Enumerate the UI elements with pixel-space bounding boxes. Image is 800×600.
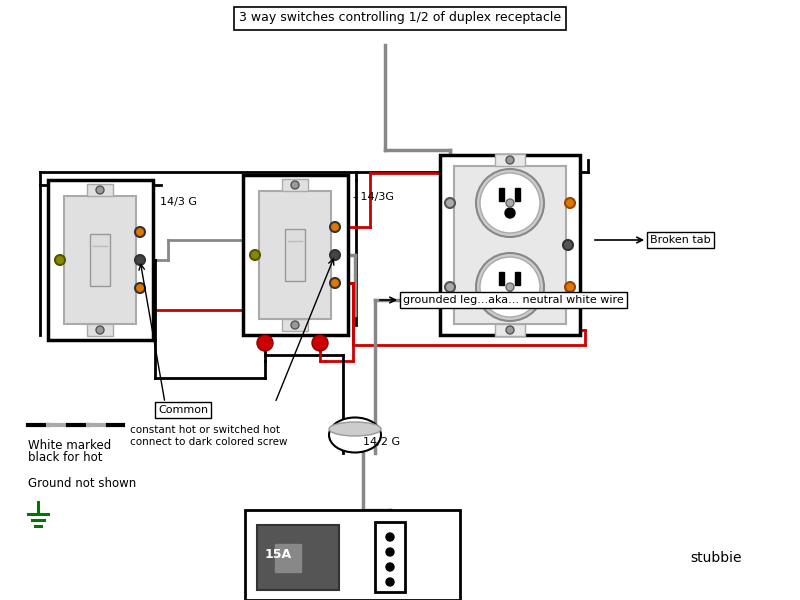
Bar (259, 191, 331, 319)
Bar (282, 179, 308, 191)
Circle shape (386, 533, 394, 541)
Text: constant hot or switched hot: constant hot or switched hot (130, 425, 280, 435)
Circle shape (505, 292, 515, 302)
Bar (499, 188, 504, 201)
Text: black for hot: black for hot (28, 451, 102, 464)
Text: Broken tab: Broken tab (650, 235, 710, 245)
Circle shape (386, 563, 394, 571)
Circle shape (330, 250, 340, 260)
Bar (47, 180, 153, 340)
Bar (242, 175, 347, 335)
Text: connect to dark colored screw: connect to dark colored screw (130, 437, 287, 447)
Circle shape (506, 326, 514, 334)
Bar (515, 272, 520, 285)
Bar (454, 166, 566, 324)
Bar (87, 184, 113, 196)
Circle shape (96, 186, 104, 194)
Ellipse shape (329, 418, 381, 452)
Circle shape (135, 283, 145, 293)
Text: White marked: White marked (28, 439, 111, 452)
Text: stubbie: stubbie (690, 551, 742, 565)
Circle shape (563, 240, 573, 250)
Circle shape (386, 548, 394, 556)
Bar (64, 196, 136, 324)
Circle shape (445, 198, 455, 208)
Text: 15A: 15A (265, 548, 292, 561)
Circle shape (135, 255, 145, 265)
Bar (257, 525, 339, 590)
Bar (90, 234, 110, 286)
Circle shape (96, 326, 104, 334)
Bar (499, 272, 504, 285)
Text: - 14/3G: - 14/3G (353, 192, 394, 202)
Circle shape (476, 253, 544, 321)
Circle shape (506, 283, 514, 291)
Bar (87, 324, 113, 336)
Text: 14/2 G: 14/2 G (363, 437, 400, 447)
Text: 3 way switches controlling 1/2 of duplex receptacle: 3 way switches controlling 1/2 of duplex… (239, 11, 561, 25)
Circle shape (55, 255, 65, 265)
Circle shape (291, 181, 299, 189)
Circle shape (291, 321, 299, 329)
Text: 14/3 G: 14/3 G (160, 197, 197, 207)
Bar (495, 154, 525, 166)
Circle shape (312, 335, 328, 351)
Circle shape (257, 335, 273, 351)
Circle shape (565, 198, 575, 208)
Bar (282, 319, 308, 331)
Bar (275, 544, 301, 572)
Text: grounded leg...aka... neutral white wire: grounded leg...aka... neutral white wire (403, 295, 624, 305)
Circle shape (445, 282, 455, 292)
Circle shape (480, 257, 540, 317)
Circle shape (386, 578, 394, 586)
Text: Ground not shown: Ground not shown (28, 477, 136, 490)
Ellipse shape (329, 422, 381, 436)
Circle shape (565, 282, 575, 292)
Bar (440, 155, 580, 335)
Bar (495, 324, 525, 336)
Circle shape (250, 250, 260, 260)
Bar (515, 188, 520, 201)
Circle shape (135, 227, 145, 237)
Bar (285, 229, 305, 281)
Circle shape (480, 173, 540, 233)
Circle shape (330, 222, 340, 232)
Bar (245, 510, 460, 600)
Text: Common: Common (158, 405, 208, 415)
Bar (375, 522, 405, 592)
Circle shape (330, 278, 340, 288)
Circle shape (505, 208, 515, 218)
Circle shape (476, 169, 544, 237)
Circle shape (506, 156, 514, 164)
Circle shape (506, 199, 514, 207)
